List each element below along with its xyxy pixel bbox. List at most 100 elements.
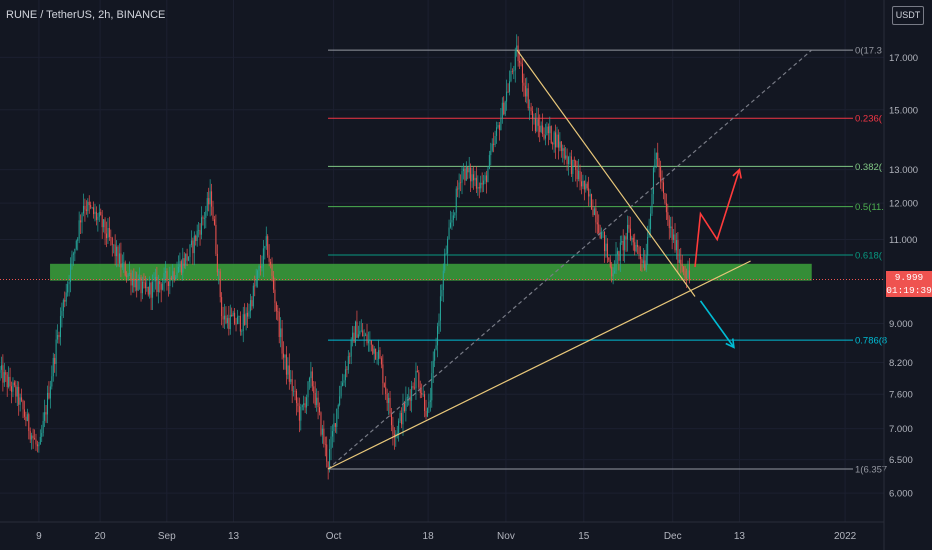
candle-body — [488, 155, 490, 169]
candle-body — [650, 213, 652, 230]
candle-body — [566, 155, 568, 165]
candle-body — [575, 160, 577, 170]
candle-body — [596, 222, 598, 225]
candle-body — [549, 126, 551, 134]
candle-body — [520, 62, 522, 65]
candle-body — [445, 253, 447, 255]
candle-body — [280, 328, 282, 338]
candle-body — [93, 207, 95, 215]
candle-body — [457, 188, 459, 190]
candle-body — [409, 396, 411, 401]
candle-body — [206, 198, 208, 211]
candle-body — [563, 148, 565, 159]
candle-body — [137, 279, 139, 291]
candle-body — [485, 175, 487, 183]
candle-body — [18, 386, 20, 405]
candle-body — [537, 119, 539, 126]
candle-body — [511, 71, 513, 72]
candle-body — [661, 181, 663, 183]
candle-body — [74, 248, 76, 254]
candle-body — [370, 340, 372, 345]
candle-body — [129, 272, 131, 274]
candle-body — [593, 208, 595, 215]
price-tick-label: 13.000 — [889, 165, 918, 176]
candle-body — [127, 273, 129, 277]
candle-body — [264, 246, 266, 249]
candle-body — [331, 431, 333, 437]
candle-body — [198, 230, 200, 231]
candle-body — [556, 134, 558, 148]
candle-body — [44, 412, 46, 421]
candle-body — [414, 387, 416, 389]
candle-body — [320, 412, 322, 435]
candle-body — [84, 205, 86, 210]
candle-body — [31, 435, 33, 440]
candle-body — [411, 386, 413, 401]
candle-body — [449, 222, 451, 228]
candle-body — [442, 270, 444, 291]
candle-body — [637, 244, 639, 247]
candle-body — [192, 240, 194, 254]
candles — [0, 34, 690, 480]
price-tick-label: 7.600 — [889, 390, 913, 401]
candle-body — [688, 270, 690, 280]
candle-body — [64, 300, 66, 302]
candle-body — [673, 234, 675, 240]
candle-body — [297, 403, 299, 407]
candle-body — [494, 135, 496, 145]
candle-body — [261, 266, 263, 268]
candle-body — [373, 348, 375, 354]
candle-body — [474, 177, 476, 181]
candle-body — [48, 392, 50, 399]
candle-body — [159, 281, 161, 285]
candle-body — [183, 258, 185, 266]
candle-body — [480, 182, 482, 189]
candle-body — [542, 125, 544, 135]
candle-body — [687, 270, 689, 278]
candle-body — [58, 334, 60, 338]
candle-body — [131, 278, 133, 286]
candle-body — [180, 261, 182, 273]
candle-body — [529, 107, 531, 109]
candle-body — [285, 354, 287, 375]
candle-body — [88, 201, 90, 206]
candle-body — [330, 436, 332, 450]
candle-body — [333, 423, 335, 432]
candle-body — [468, 167, 470, 173]
candle-body — [277, 311, 279, 312]
candle-body — [444, 253, 446, 271]
time-tick-label: 20 — [95, 531, 107, 542]
candle-body — [591, 194, 593, 210]
candle-body — [615, 254, 617, 271]
candle-body — [225, 315, 227, 324]
candle-body — [416, 370, 418, 373]
candle-body — [471, 174, 473, 182]
candle-body — [343, 380, 345, 383]
candle-body — [193, 235, 195, 254]
support-zone — [50, 263, 812, 281]
candle-body — [218, 271, 220, 273]
candle-body — [15, 385, 17, 397]
candle-body — [21, 397, 23, 401]
candle-body — [71, 254, 73, 264]
candle-body — [228, 318, 230, 330]
candle-body — [517, 45, 519, 62]
candle-body — [642, 260, 644, 264]
candle-body — [215, 224, 217, 254]
candle-body — [570, 156, 572, 174]
candle-body — [412, 386, 414, 388]
candle-body — [647, 236, 649, 256]
currency-button[interactable]: USDT — [892, 6, 924, 25]
candle-body — [251, 300, 253, 307]
price-tick-label: 6.500 — [889, 455, 913, 466]
candle-body — [408, 396, 410, 398]
candle-body — [677, 240, 679, 263]
candle-body — [234, 312, 236, 324]
candle-body — [39, 436, 41, 445]
candle-body — [483, 180, 485, 185]
candle-body — [363, 335, 365, 337]
candle-body — [437, 326, 439, 346]
